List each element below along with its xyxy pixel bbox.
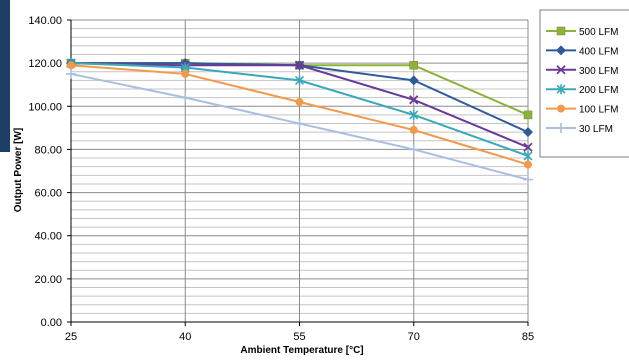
legend-label: 200 LFM (579, 85, 618, 96)
legend-label: 400 LFM (579, 46, 618, 57)
series (66, 58, 533, 185)
data-point (295, 97, 304, 106)
y-tick-label: 120.00 (28, 58, 62, 70)
data-point (409, 126, 418, 135)
data-point (180, 92, 191, 103)
x-axis-title: Ambient Temperature [°C] (240, 345, 363, 356)
legend-entry: 200 LFM (546, 84, 618, 96)
y-tick-label: 140.00 (28, 15, 62, 27)
legend-label: 500 LFM (579, 27, 618, 38)
legend: 500 LFM 400 LFM 300 LFM 200 LFM 100 LFM 30 LF… (539, 9, 629, 158)
x-tick-label: 55 (293, 331, 305, 343)
series-30-lfm (66, 68, 533, 185)
data-point (408, 144, 419, 155)
data-point (181, 69, 190, 78)
series-100-lfm (67, 61, 532, 169)
data-point (409, 61, 418, 70)
legend-marker (556, 123, 566, 133)
legend-box (539, 9, 629, 158)
y-tick-label: 80.00 (34, 144, 62, 156)
legend-entry: 500 LFM (546, 26, 618, 38)
data-point (523, 150, 533, 161)
legend-entry: 30 LFM (546, 123, 613, 135)
x-tick-label: 85 (522, 331, 534, 343)
y-tick-label: 20.00 (34, 274, 62, 286)
legend-label: 30 LFM (579, 124, 613, 135)
x-tick-label: 40 (179, 331, 191, 343)
y-tick-label: 40.00 (34, 231, 62, 243)
legend-marker (556, 45, 566, 56)
data-point (408, 75, 419, 86)
legend-label: 300 LFM (579, 66, 618, 77)
window-edge-strip (0, 0, 10, 152)
grid (71, 19, 529, 323)
x-tick-label: 70 (408, 331, 420, 343)
data-point (523, 142, 533, 152)
legend-label: 100 LFM (579, 105, 618, 116)
legend-marker (557, 104, 565, 113)
data-point (294, 118, 305, 129)
y-tick-label: 0.00 (41, 317, 62, 329)
data-point (409, 95, 419, 105)
y-axis-title: Output Power [W] (13, 128, 24, 212)
legend-marker (556, 65, 566, 75)
data-point (409, 109, 419, 120)
legend-marker (556, 26, 566, 36)
data-point (67, 61, 75, 70)
axes: 0.00 20.00 40.00 60.00 80.00 100.00 120.00 140.… (28, 15, 534, 343)
data-point (523, 110, 533, 120)
legend-marker (556, 84, 566, 95)
data-point (294, 60, 305, 70)
y-tick-label: 100.00 (28, 101, 62, 113)
data-point (523, 174, 533, 185)
legend-entry: 400 LFM (546, 45, 618, 57)
x-tick-label: 25 (65, 331, 77, 343)
data-point (294, 75, 305, 86)
legend-entry: 300 LFM (546, 65, 618, 77)
data-point (524, 160, 532, 169)
data-point (66, 68, 76, 79)
legend-entry: 100 LFM (546, 104, 618, 116)
y-tick-label: 60.00 (34, 188, 62, 200)
data-point (523, 127, 533, 138)
